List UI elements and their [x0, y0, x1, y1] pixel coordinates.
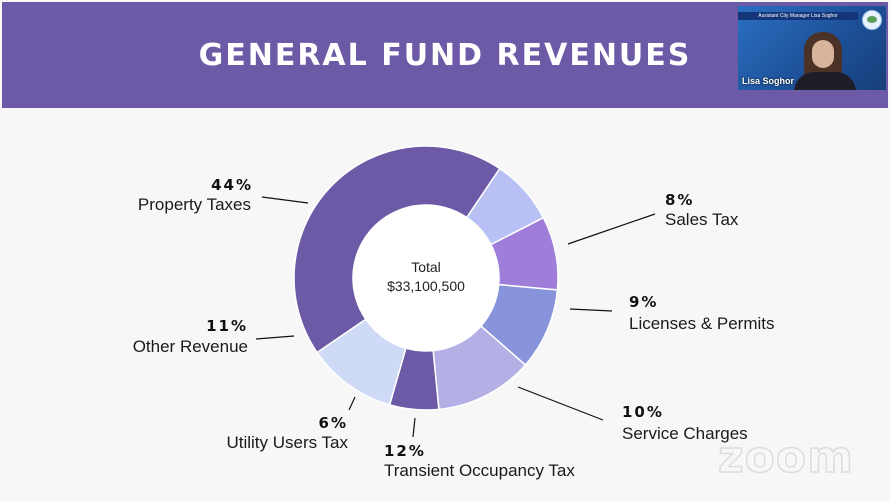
video-tile[interactable]: Assistant City Manager Lisa Soghor Lisa … — [738, 6, 886, 90]
slice-category-label: Licenses & Permits — [629, 314, 775, 333]
participant-name: Lisa Soghor — [742, 76, 795, 86]
center-value: $33,100,500 — [387, 278, 465, 294]
slice-category-label: Service Charges — [622, 424, 748, 443]
leader-line — [348, 396, 356, 411]
slice-percent-label: 10% — [622, 403, 664, 421]
zoom-watermark: zoom — [717, 431, 854, 484]
participant-face — [812, 40, 834, 68]
slice-category-label: Transient Occupancy Tax — [384, 461, 575, 480]
slide-title: GENERAL FUND REVENUES — [0, 38, 890, 73]
slice-percent-label: 6% — [319, 414, 348, 432]
leader-lines — [255, 196, 656, 438]
donut-hole — [353, 205, 499, 351]
leader-line — [569, 308, 613, 312]
leader-line — [412, 417, 416, 438]
slide-title-text: GENERAL FUND REVENUES — [198, 38, 692, 73]
slice-percent-label: 12% — [384, 442, 426, 460]
slice-category-label: Sales Tax — [665, 210, 739, 229]
slices-group — [293, 145, 559, 411]
slice-percent-label: 8% — [665, 191, 694, 209]
leader-line — [261, 196, 309, 204]
city-seal-icon — [862, 10, 882, 30]
slice-percent-label: 44% — [211, 176, 253, 194]
slice-category-label: Utility Users Tax — [226, 433, 348, 452]
slice-percent-label: 11% — [206, 317, 248, 335]
center-label: Total — [411, 259, 441, 275]
video-banner-text: Assistant City Manager Lisa Soghor — [738, 12, 858, 20]
leader-line — [517, 386, 604, 421]
slice-other-revenue — [316, 318, 407, 406]
slice-percent-label: 9% — [629, 293, 658, 311]
slice-category-label: Other Revenue — [133, 337, 248, 356]
slice-category-label: Property Taxes — [138, 195, 251, 214]
participant-body — [794, 72, 856, 90]
leader-line — [567, 213, 656, 245]
slice-labels: 44%Property Taxes 8%Sales Tax 9% Licenses &… — [133, 176, 775, 480]
leader-line — [255, 335, 295, 340]
